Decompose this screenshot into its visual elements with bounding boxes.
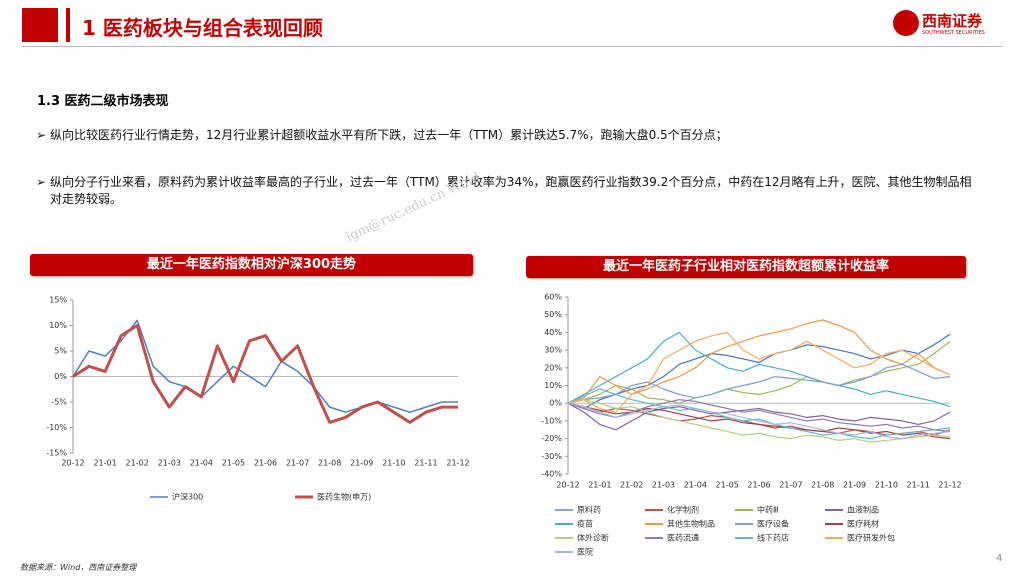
x-tick-label: 21-08 bbox=[318, 459, 341, 468]
x-tick-label: 21-02 bbox=[620, 481, 643, 490]
x-tick-label: 21-03 bbox=[652, 481, 675, 490]
legend-label: 血液制品 bbox=[847, 505, 879, 515]
legend-label: 化学制剂 bbox=[667, 505, 699, 515]
y-tick-label: 0% bbox=[54, 372, 67, 381]
x-tick-label: 21-07 bbox=[779, 481, 802, 490]
y-tick-label: -30% bbox=[541, 452, 562, 461]
bullet-text: 纵向分子行业来看，原料药为累计收益率最高的子行业，过去一年（TTM）累计收率为3… bbox=[50, 175, 972, 206]
x-tick-label: 21-07 bbox=[286, 459, 309, 468]
x-tick-label: 21-01 bbox=[588, 481, 611, 490]
source: 数据来源：Wind，西南证券整理 bbox=[20, 563, 137, 572]
y-tick-label: -10% bbox=[541, 416, 562, 425]
legend-label: 医院 bbox=[577, 547, 593, 557]
legend-label: 医药流通 bbox=[667, 533, 699, 543]
y-tick-label: 20% bbox=[544, 363, 562, 372]
logo-name: 西南证券 bbox=[922, 12, 983, 30]
series-line bbox=[72, 324, 458, 424]
x-tick-label: 21-06 bbox=[747, 481, 770, 490]
y-tick-label: 30% bbox=[544, 346, 562, 355]
y-tick-label: -40% bbox=[541, 470, 562, 479]
x-tick-label: 21-12 bbox=[938, 481, 961, 490]
header-block bbox=[22, 8, 58, 42]
series-line bbox=[567, 363, 951, 404]
y-tick-label: 5% bbox=[54, 347, 67, 356]
legend-label: 医药生物(申万) bbox=[317, 492, 371, 502]
x-tick-label: 20-12 bbox=[61, 459, 84, 468]
series-line bbox=[567, 331, 951, 413]
logo-sub: SOUTHWEST SECURITIES bbox=[922, 30, 985, 36]
chart-title: 最近一年医药指数相对沪深300走势 bbox=[30, 254, 473, 276]
bullet: ➢ 纵向比较医药行业行情走势，12月行业累计超额收益水平有所下跌，过去一年（TTM… bbox=[36, 128, 728, 142]
x-tick-label: 20-12 bbox=[556, 481, 579, 490]
series-line bbox=[567, 331, 951, 408]
series-line bbox=[567, 340, 951, 404]
y-tick-label: 40% bbox=[544, 328, 562, 337]
x-tick-label: 21-05 bbox=[716, 481, 739, 490]
x-tick-label: 21-09 bbox=[350, 459, 373, 468]
y-tick-label: 0% bbox=[549, 399, 562, 408]
legend-label: 线下药店 bbox=[757, 533, 789, 543]
logo-icon bbox=[893, 10, 919, 36]
x-tick-label: 21-11 bbox=[414, 459, 437, 468]
y-tick-label: 10% bbox=[544, 381, 562, 390]
bullet-text: 纵向比较医药行业行情走势，12月行业累计超额收益水平有所下跌，过去一年（TTM）… bbox=[50, 128, 728, 142]
y-tick-label: -10% bbox=[46, 423, 67, 432]
legend-label: 体外诊断 bbox=[577, 533, 609, 543]
x-tick-label: 21-09 bbox=[843, 481, 866, 490]
bullet: ➢ 纵向分子行业来看，原料药为累计收益率最高的子行业，过去一年（TTM）累计收率为… bbox=[36, 175, 972, 206]
legend-label: 医疗研发外包 bbox=[847, 533, 895, 543]
header-line bbox=[22, 46, 1002, 47]
series-line bbox=[72, 319, 458, 413]
header-title: 1 医药板块与组合表现回顾 bbox=[82, 16, 323, 40]
y-tick-label: 10% bbox=[49, 321, 67, 330]
series-line bbox=[567, 402, 951, 440]
legend-label: 中药Ⅲ bbox=[757, 505, 779, 515]
x-tick-label: 21-01 bbox=[93, 459, 116, 468]
y-tick-label: -5% bbox=[51, 398, 67, 407]
page-number: 4 bbox=[996, 553, 1003, 564]
legend-label: 原料药 bbox=[577, 505, 601, 515]
y-tick-label: -15% bbox=[46, 449, 67, 458]
x-tick-label: 21-06 bbox=[254, 459, 277, 468]
series-line bbox=[567, 399, 951, 433]
chart-title: 最近一年医药子行业相对医药指数超额累计收益率 bbox=[526, 256, 966, 278]
y-tick-label: -20% bbox=[541, 434, 562, 443]
series-line bbox=[567, 388, 951, 440]
legend-label: 疫苗 bbox=[577, 519, 593, 529]
legend-label: 沪深300 bbox=[172, 492, 203, 502]
x-tick-label: 21-05 bbox=[222, 459, 245, 468]
y-tick-label: 50% bbox=[544, 310, 562, 319]
x-tick-label: 21-11 bbox=[907, 481, 930, 490]
x-tick-label: 21-04 bbox=[190, 459, 213, 468]
legend-label: 医疗耗材 bbox=[847, 519, 879, 529]
section-title: 1.3 医药二级市场表现 bbox=[37, 94, 169, 109]
series-line bbox=[567, 399, 951, 443]
x-tick-label: 21-08 bbox=[811, 481, 834, 490]
y-tick-label: 15% bbox=[49, 296, 67, 305]
x-tick-label: 21-12 bbox=[446, 459, 469, 468]
header-bar bbox=[66, 8, 70, 42]
legend-label: 其他生物制品 bbox=[667, 519, 715, 529]
x-tick-label: 21-02 bbox=[126, 459, 149, 468]
x-tick-label: 21-10 bbox=[382, 459, 405, 468]
legend-label: 医疗设备 bbox=[757, 519, 789, 529]
y-tick-label: 60% bbox=[544, 293, 562, 302]
series-line bbox=[567, 319, 951, 404]
x-tick-label: 21-10 bbox=[875, 481, 898, 490]
x-tick-label: 21-04 bbox=[684, 481, 707, 490]
x-tick-label: 21-03 bbox=[158, 459, 181, 468]
series-line bbox=[567, 402, 951, 431]
